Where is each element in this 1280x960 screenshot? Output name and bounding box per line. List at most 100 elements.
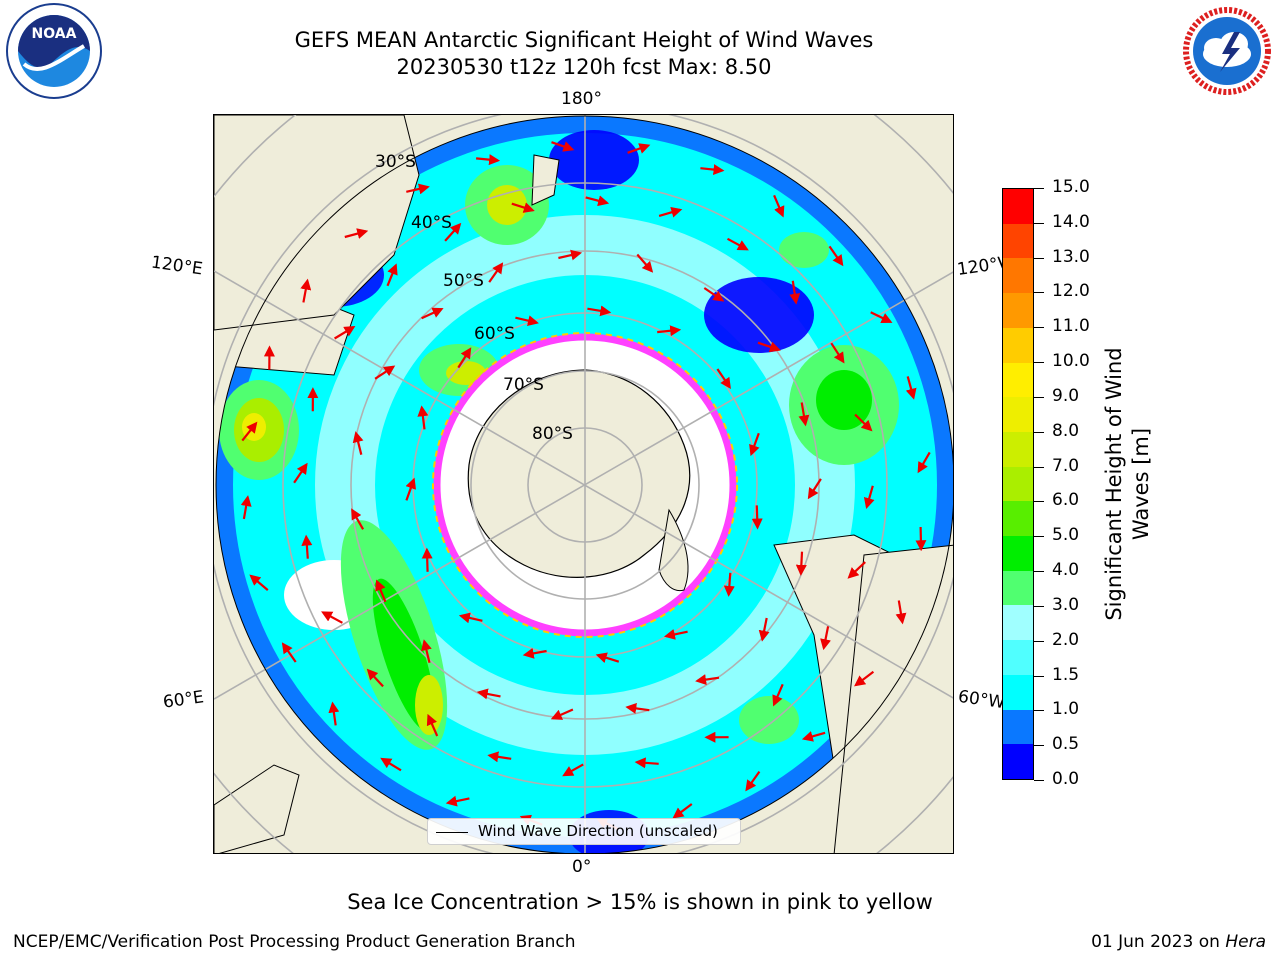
colorbar-segment — [1003, 327, 1033, 363]
wave-direction-arrow-icon — [334, 325, 356, 340]
wave-direction-arrow-icon — [627, 143, 651, 154]
wave-direction-arrow-icon — [321, 611, 343, 624]
lon-label-120e: 120°E — [149, 252, 204, 280]
wave-direction-arrow-icon — [515, 315, 539, 327]
colorbar-segment — [1003, 466, 1033, 502]
lon-label-60w: 60°W — [956, 686, 1007, 714]
wave-direction-arrow-icon — [301, 534, 313, 559]
svg-text:NOAA: NOAA — [32, 26, 77, 42]
lat-label-80s: 80°S — [532, 424, 573, 444]
wave-direction-arrow-icon — [550, 708, 574, 720]
wave-direction-arrow-icon — [595, 652, 620, 663]
wave-direction-arrow-icon — [807, 478, 822, 500]
colorbar-tick — [1034, 396, 1044, 398]
chart-subtitle: 20230530 t12z 120h fcst Max: 8.50 — [396, 55, 772, 79]
wave-direction-arrow-icon — [716, 368, 731, 390]
wave-direction-arrow-icon — [458, 612, 483, 624]
machine-name: Hera — [1225, 932, 1266, 952]
wave-direction-arrow-icon — [386, 263, 398, 287]
colorbar-tick — [1034, 292, 1044, 294]
colorbar-label-line2: Waves [m] — [1129, 427, 1153, 541]
run-date-text: 01 Jun 2023 on — [1091, 932, 1226, 952]
wave-direction-arrow-icon — [657, 325, 682, 337]
wave-direction-arrow-icon — [344, 228, 369, 239]
wave-direction-arrow-icon — [772, 683, 784, 707]
wave-direction-arrow-icon — [352, 431, 364, 455]
colorbar-segment — [1003, 501, 1033, 537]
wave-direction-arrow-icon — [749, 432, 760, 457]
wave-direction-arrow-icon — [445, 795, 470, 807]
lon-label-0: 0° — [572, 857, 592, 877]
colorbar-segment — [1003, 744, 1033, 779]
wave-direction-arrow-icon — [374, 365, 396, 380]
wave-direction-arrow-icon — [405, 477, 417, 501]
colorbar-tick — [1034, 710, 1044, 712]
wave-direction-arrow-icon — [905, 376, 917, 400]
colorbar-tick-label: 4.0 — [1052, 560, 1080, 581]
lat-label-40s: 40°S — [411, 213, 452, 233]
colorbar-tick — [1034, 640, 1044, 642]
africa-coast — [214, 764, 300, 853]
wave-direction-arrow-icon — [421, 639, 432, 664]
wave-direction-arrow-icon — [488, 262, 504, 283]
wave-direction-arrow-icon — [863, 485, 875, 510]
colorbar-tick — [1034, 257, 1044, 259]
wave-direction-arrow-icon — [487, 751, 512, 763]
colorbar-tick-label: 14.0 — [1052, 211, 1090, 232]
wave-direction-arrow-icon — [663, 629, 688, 640]
colorbar-tick — [1034, 536, 1044, 538]
colorbar-tick-label: 0.5 — [1052, 734, 1080, 755]
colorbar-tick-label: 9.0 — [1052, 385, 1080, 406]
wave-direction-arrow-icon — [511, 202, 535, 213]
colorbar-segment — [1003, 223, 1033, 259]
wave-direction-arrow-icon — [444, 222, 462, 242]
low-wave-patch — [704, 277, 814, 353]
colorbar-tick — [1034, 188, 1044, 189]
wave-direction-arrow-icon — [426, 713, 439, 737]
wave-direction-arrow-icon — [375, 579, 387, 603]
colorbar-segment — [1003, 570, 1033, 606]
colorbar-tick — [1034, 362, 1044, 364]
colorbar-tick-label: 2.0 — [1052, 629, 1080, 650]
wave-direction-arrow-icon — [847, 561, 866, 579]
colorbar-label: Significant Height of Wind Waves [m] — [1101, 324, 1155, 644]
chart-title: GEFS MEAN Antarctic Significant Height o… — [294, 28, 874, 52]
wave-direction-arrow-icon — [585, 195, 610, 207]
wave-direction-arrow-icon — [421, 547, 433, 572]
colorbar-tick-label: 11.0 — [1052, 316, 1090, 337]
wave-direction-arrow-icon — [830, 342, 845, 364]
wave-direction-arrow-icon — [625, 702, 650, 714]
wave-direction-arrow-icon — [915, 526, 927, 552]
colorbar-segment — [1003, 293, 1033, 328]
wave-direction-arrow-icon — [854, 670, 875, 687]
wave-direction-arrow-icon — [636, 253, 654, 273]
lat-label-70s: 70°S — [503, 375, 544, 395]
wave-direction-arrow-icon — [700, 164, 725, 176]
wave-direction-arrow-icon — [475, 154, 501, 166]
colorbar-tick-label: 6.0 — [1052, 490, 1080, 511]
colorbar-tick — [1034, 675, 1044, 677]
lon-label-180: 180° — [561, 89, 602, 109]
wave-direction-arrow-icon — [854, 413, 873, 432]
wave-direction-arrow-icon — [798, 402, 810, 427]
colorbar-tick — [1034, 571, 1044, 573]
colorbar-tick — [1034, 327, 1044, 329]
antarctica-landmass — [467, 369, 691, 578]
colorbar-tick-label: 1.5 — [1052, 664, 1080, 685]
wave-direction-arrow-icon — [551, 141, 575, 152]
lat-label-30s: 30°S — [375, 152, 416, 172]
wave-direction-arrow-icon — [380, 757, 402, 772]
wave-direction-arrow-icon — [773, 194, 785, 218]
legend-line-icon — [436, 832, 468, 833]
colorbar-tick-label: 1.0 — [1052, 699, 1080, 720]
wave-direction-arrow-icon — [757, 341, 781, 353]
wave-direction-arrow-icon — [406, 183, 430, 195]
wave-direction-arrow-icon — [695, 674, 720, 686]
wave-direction-arrow-icon — [421, 307, 444, 320]
wave-direction-arrow-icon — [726, 237, 749, 251]
colorbar-segment — [1003, 709, 1033, 745]
colorbar-segment — [1003, 605, 1033, 641]
wave-direction-arrow-icon — [870, 311, 893, 323]
colorbar-segment — [1003, 397, 1033, 432]
colorbar-tick — [1034, 605, 1044, 607]
